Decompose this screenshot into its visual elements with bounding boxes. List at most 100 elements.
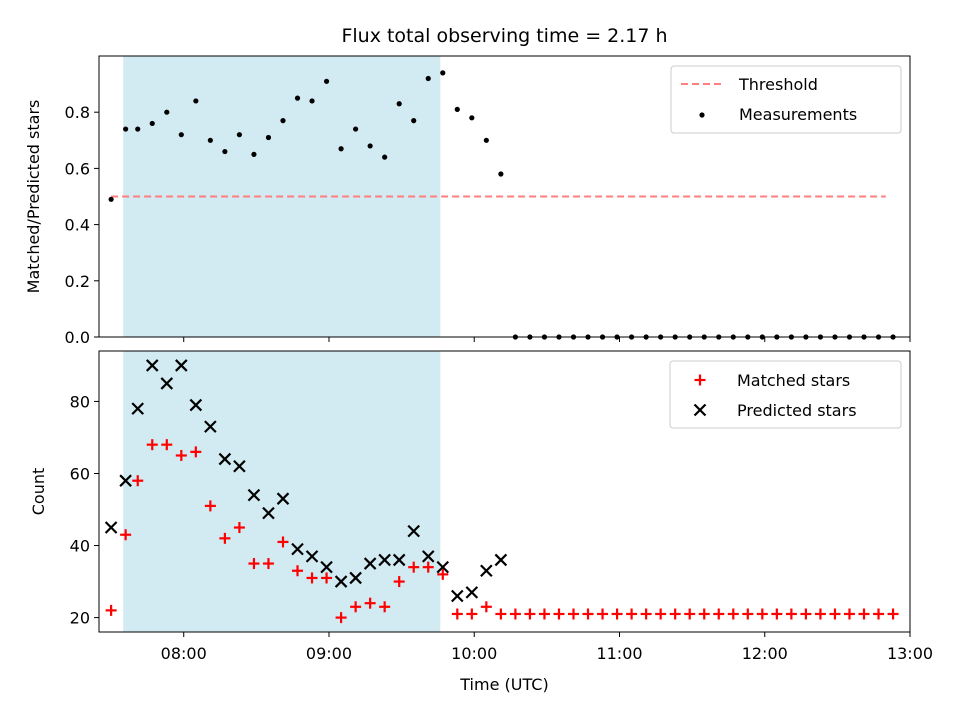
predicted-star-point [189, 398, 203, 412]
bottom-y-tick-label: 80 [70, 392, 90, 411]
bottom-y-axis: 20 40 60 80 [70, 392, 99, 628]
matched-star-point [611, 608, 623, 620]
bottom-x-axis: 08:00 09:00 10:00 11:00 12:00 13:00 [161, 632, 933, 663]
matched-star-point [742, 608, 754, 620]
matched-star-point [175, 449, 187, 461]
legend-matched-swatch [694, 374, 706, 386]
measurement-point [338, 146, 344, 152]
legend-predicted-swatch [693, 403, 707, 417]
predicted-star-point [392, 553, 406, 567]
top-legend: Threshold Measurements [670, 65, 902, 134]
measurement-point [149, 120, 155, 127]
measurement-point [353, 126, 359, 132]
matched-star-point [597, 608, 609, 620]
matched-star-point [204, 500, 216, 512]
matched-star-point [480, 601, 492, 613]
matched-star-point [756, 608, 768, 620]
matched-star-point [408, 561, 420, 573]
legend-predicted-label: Predicted stars [737, 401, 857, 420]
bottom-legend-box [669, 360, 902, 429]
measurement-point [382, 154, 388, 160]
matched-star-point [262, 558, 274, 570]
matched-star-point [422, 561, 434, 573]
measurement-point [469, 115, 475, 121]
matched-star-point [771, 608, 783, 620]
matched-star-point [393, 576, 405, 588]
top-y-tick-label: 0.2 [65, 272, 90, 291]
predicted-star-point [119, 474, 132, 487]
bottom-y-tick-label: 40 [70, 537, 90, 556]
predicted-star-point [465, 586, 479, 599]
predicted-star-point [160, 377, 174, 390]
predicted-star-point [276, 492, 290, 505]
measurement-point [323, 78, 330, 84]
matched-star-point [684, 608, 696, 620]
matched-star-point [640, 608, 652, 620]
predicted-star-point [305, 550, 319, 563]
bottom-x-tick-label: 12:00 [742, 644, 788, 663]
predicted-star-point [320, 560, 333, 574]
matched-star-point [248, 558, 260, 570]
predicted-star-point [247, 488, 261, 502]
predicted-star-point [204, 420, 217, 433]
matched-star-point [800, 608, 812, 620]
measurement-point [280, 118, 286, 124]
bottom-legend: Matched stars Predicted stars [669, 360, 902, 429]
predicted-star-point [104, 521, 118, 534]
matched-star-point [132, 475, 144, 487]
top-legend-box [670, 65, 902, 134]
predicted-star-point [421, 550, 435, 563]
matched-star-point [727, 608, 739, 620]
predicted-star-point [131, 402, 145, 415]
measurement-point [396, 101, 402, 107]
matched-star-point [495, 608, 507, 620]
measurement-point [440, 70, 446, 76]
bottom-y-tick-label: 60 [70, 464, 90, 483]
matched-star-point [335, 612, 347, 624]
matched-star-point [277, 536, 289, 548]
top-y-tick-label: 0.8 [65, 103, 90, 122]
predicted-star-point [291, 542, 304, 556]
predicted-star-point [145, 359, 159, 372]
measurement-point [108, 196, 114, 202]
predicted-star-point [407, 524, 420, 538]
predicted-star-point [363, 557, 377, 570]
measurement-point [265, 134, 272, 141]
matched-star-point [161, 439, 173, 451]
top-panel: 0.0 0.2 0.4 0.6 0.8 Flux total observing tim… [24, 25, 911, 347]
matched-star-point [553, 608, 565, 620]
top-y-tick-label: 0.4 [65, 216, 90, 235]
matched-star-point [451, 608, 463, 620]
top-y-axis: 0.0 0.2 0.4 0.6 0.8 [65, 103, 99, 347]
matched-star-point [669, 608, 681, 620]
top-panel-frame [98, 55, 911, 338]
matched-star-point [120, 529, 132, 541]
measurement-point [164, 109, 170, 115]
measurement-point [454, 106, 460, 112]
predicted-star-point [480, 564, 493, 578]
matched-star-point [350, 601, 362, 613]
top-y-tick-label: 0.6 [65, 159, 90, 178]
matched-star-point [364, 597, 376, 609]
measurement-point [483, 137, 489, 143]
measurement-point [193, 98, 199, 104]
predicted-star-point [349, 571, 362, 585]
bottom-observing-span [123, 351, 441, 632]
measurement-point [411, 118, 417, 124]
predicted-star-point [262, 506, 275, 520]
matched-star-point [698, 608, 710, 620]
measurement-point [251, 151, 257, 157]
matched-star-point [538, 608, 550, 620]
legend-measurements-label: Measurements [739, 105, 857, 124]
matched-star-point [190, 446, 202, 458]
predicted-star-point [334, 575, 348, 588]
matched-star-point [379, 601, 391, 613]
measurement-point [178, 132, 184, 138]
matched-star-point [146, 439, 158, 451]
predicted-star-point [436, 560, 450, 574]
matched-star-point [306, 572, 318, 584]
chart-title: Flux total observing time = 2.17 h [341, 25, 667, 47]
matched-star-point [105, 604, 117, 616]
bottom-x-tick-label: 10:00 [451, 644, 497, 663]
